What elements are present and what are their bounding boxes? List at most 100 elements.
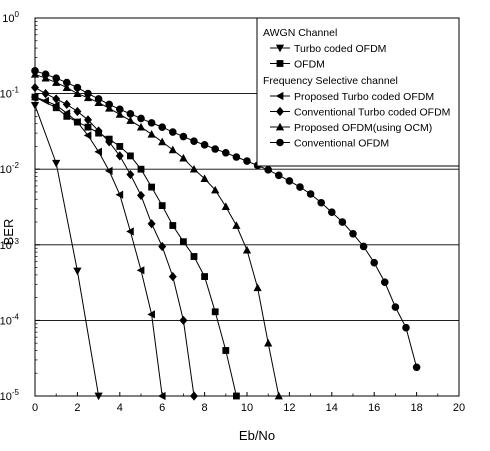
series-0 bbox=[30, 101, 103, 401]
data-point bbox=[105, 137, 114, 147]
data-point bbox=[73, 89, 82, 97]
x-tick-label: 8 bbox=[202, 402, 208, 414]
y-axis-title: BER bbox=[1, 219, 16, 246]
series-1 bbox=[31, 93, 240, 400]
legend-marker bbox=[276, 138, 284, 147]
legend-marker bbox=[275, 44, 285, 53]
data-point bbox=[137, 114, 145, 123]
x-tick-label: 6 bbox=[159, 402, 165, 414]
legend: AWGN Channel Turbo coded OFDM OFDM Frequenc… bbox=[256, 17, 460, 167]
data-point bbox=[180, 238, 187, 246]
data-point bbox=[73, 267, 82, 276]
series-layer bbox=[30, 67, 421, 401]
data-point bbox=[211, 308, 219, 316]
data-point bbox=[52, 159, 61, 168]
y-tick-label: 10-5 bbox=[0, 388, 20, 403]
data-point bbox=[52, 94, 61, 104]
data-point bbox=[136, 122, 146, 131]
data-point bbox=[62, 109, 71, 118]
y-tick-label: 10-2 bbox=[0, 161, 20, 176]
data-point bbox=[190, 253, 198, 260]
data-point bbox=[317, 198, 326, 207]
series-line bbox=[34, 96, 163, 397]
data-point bbox=[73, 106, 82, 117]
data-point bbox=[104, 166, 113, 175]
data-point bbox=[94, 95, 103, 103]
data-point bbox=[126, 169, 135, 180]
data-point bbox=[116, 105, 124, 114]
series-line bbox=[34, 87, 195, 397]
data-point bbox=[211, 185, 220, 194]
data-point bbox=[84, 89, 92, 98]
x-tick-label: 20 bbox=[453, 402, 465, 414]
data-point bbox=[242, 245, 252, 254]
data-point bbox=[115, 151, 124, 161]
data-point bbox=[158, 123, 166, 131]
data-point bbox=[232, 221, 241, 229]
series-4 bbox=[30, 70, 283, 400]
data-point bbox=[148, 183, 155, 191]
data-point bbox=[94, 147, 102, 156]
data-point bbox=[169, 128, 177, 136]
data-point bbox=[84, 123, 92, 131]
tick-layer: 0 2 4 6 8 10 12 14 16 18 20 100 10-1 10-2 10-3 10-4 10-5 bbox=[0, 10, 465, 414]
data-point bbox=[115, 190, 124, 199]
data-point bbox=[232, 153, 241, 161]
data-point bbox=[105, 100, 113, 109]
data-point bbox=[296, 183, 304, 191]
x-tick-label: 14 bbox=[326, 402, 338, 414]
data-point bbox=[52, 78, 61, 86]
legend-group-heading: Frequency Selective channel bbox=[263, 75, 398, 87]
data-point bbox=[253, 283, 262, 292]
data-point bbox=[391, 303, 400, 311]
legend-label: Turbo coded OFDM bbox=[294, 43, 386, 55]
data-point bbox=[41, 70, 50, 79]
series-3 bbox=[31, 83, 198, 401]
y-tick-label: 10-3 bbox=[0, 237, 20, 252]
x-tick-label: 2 bbox=[74, 402, 80, 414]
data-point bbox=[200, 174, 209, 183]
data-point bbox=[63, 78, 71, 87]
data-point bbox=[52, 74, 61, 82]
data-point bbox=[264, 338, 273, 347]
data-point bbox=[158, 241, 167, 252]
data-point bbox=[136, 266, 145, 275]
data-point bbox=[211, 145, 219, 153]
data-point bbox=[349, 229, 357, 238]
legend-label: OFDM bbox=[294, 59, 325, 71]
legend-label: Proposed Turbo coded OFDM bbox=[294, 91, 434, 103]
x-tick-label: 12 bbox=[283, 402, 295, 414]
series-5 bbox=[31, 67, 421, 372]
legend-marker bbox=[276, 106, 284, 117]
data-point bbox=[222, 347, 230, 354]
data-point bbox=[83, 131, 92, 140]
x-tick-label: 0 bbox=[32, 402, 38, 414]
data-point bbox=[41, 89, 50, 99]
data-point bbox=[137, 165, 145, 173]
data-point bbox=[201, 273, 208, 280]
data-point bbox=[158, 137, 167, 146]
data-point bbox=[137, 190, 145, 201]
data-point bbox=[179, 153, 188, 162]
x-tick-label: 18 bbox=[410, 402, 422, 414]
data-point bbox=[179, 315, 188, 325]
data-point bbox=[200, 141, 209, 149]
data-point bbox=[51, 101, 60, 110]
legend-label: Conventional OFDM bbox=[294, 138, 389, 150]
data-point bbox=[380, 278, 389, 287]
data-point bbox=[127, 152, 134, 160]
series-line bbox=[34, 105, 100, 397]
data-point bbox=[221, 202, 230, 210]
data-point bbox=[412, 363, 421, 372]
data-point bbox=[402, 323, 410, 332]
data-point bbox=[274, 171, 283, 180]
data-point bbox=[179, 132, 188, 141]
data-point bbox=[158, 202, 166, 210]
data-point bbox=[190, 137, 198, 145]
data-point bbox=[264, 166, 273, 174]
data-point bbox=[73, 117, 81, 127]
data-point bbox=[285, 177, 294, 185]
data-point bbox=[338, 218, 347, 226]
data-point bbox=[73, 83, 82, 92]
